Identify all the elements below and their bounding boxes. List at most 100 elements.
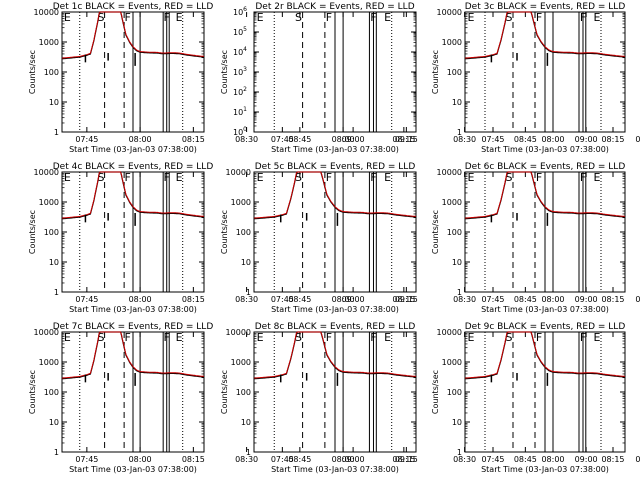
marker-label: F: [580, 11, 586, 24]
y-tick-label: 104: [233, 46, 247, 57]
x-tick-label: 07:45: [481, 455, 504, 464]
y-tick-label: 100: [236, 228, 251, 237]
x-tick-label: 08:30: [453, 455, 476, 464]
x-tick-label: 08:00: [332, 295, 355, 304]
y-tick-label: 1: [246, 288, 251, 297]
marker-label: F: [370, 171, 376, 184]
x-axis-label: Start Time (03-Jan-03 07:38:00): [481, 305, 609, 314]
x-tick-label: 07:45: [75, 455, 98, 464]
marker-label: F: [125, 11, 131, 24]
x-tick-label: 08:00: [541, 295, 564, 304]
y-tick-label: 10000: [34, 328, 59, 337]
y-tick-label: 100: [233, 126, 247, 137]
panel-title: Det 3c BLACK = Events, RED = LLD: [465, 2, 626, 12]
x-tick-label: 08:15: [601, 455, 624, 464]
x-tick-label: 07:45: [75, 295, 98, 304]
y-tick-label: 1000: [231, 198, 251, 207]
x-tick-label: 08:45: [514, 295, 537, 304]
x-tick-label: 09:15: [395, 295, 418, 304]
x-tick-label: 08:45: [288, 135, 311, 144]
x-tick-label: 07:45: [75, 135, 98, 144]
x-tick-label: 09:00: [575, 295, 598, 304]
y-tick-label: 1000: [39, 38, 59, 47]
x-tick-label: 08:00: [332, 135, 355, 144]
x-axis-label: Start Time (03-Jan-03 07:38:00): [271, 465, 399, 474]
marker-label: E: [257, 11, 264, 24]
y-axis-label: Counts/sec: [431, 50, 440, 94]
x-tick-label: 09:15: [635, 135, 640, 144]
x-tick-label: 08:30: [235, 295, 258, 304]
y-tick-label: 10000: [226, 168, 251, 177]
x-tick-label: 08:15: [601, 135, 624, 144]
detector-panel-7: Det 7c BLACK = Events, RED = LLD11010010…: [28, 322, 418, 474]
marker-label: S: [506, 171, 513, 184]
marker-label: E: [176, 11, 183, 24]
y-tick-label: 10000: [437, 168, 462, 177]
marker-label: F: [164, 11, 170, 24]
y-tick-label: 1000: [442, 198, 462, 207]
y-tick-label: 10: [241, 258, 251, 267]
y-tick-label: 100: [44, 388, 59, 397]
marker-label: F: [125, 171, 131, 184]
x-tick-label: 07:45: [271, 295, 294, 304]
x-tick-label: 09:15: [635, 455, 640, 464]
marker-label: E: [64, 331, 71, 344]
y-tick-label: 10: [49, 98, 59, 107]
marker-label: E: [176, 171, 183, 184]
y-axis-label: Counts/sec: [220, 370, 229, 414]
x-tick-label: 08:15: [392, 295, 415, 304]
marker-label: E: [468, 11, 475, 24]
y-tick-label: 10: [452, 418, 462, 427]
marker-label: F: [164, 171, 170, 184]
y-tick-label: 100: [44, 228, 59, 237]
x-tick-label: 07:45: [271, 135, 294, 144]
panel-title: Det 2r BLACK = Events, RED = LLD: [255, 2, 414, 12]
x-tick-label: 08:00: [129, 295, 152, 304]
x-tick-label: 07:45: [481, 135, 504, 144]
y-tick-label: 10000: [437, 328, 462, 337]
x-tick-label: 07:45: [271, 455, 294, 464]
x-axis-label: Start Time (03-Jan-03 07:38:00): [271, 145, 399, 154]
marker-label: F: [164, 331, 170, 344]
detector-panel-8: Det 8c BLACK = Events, RED = LLD11010010…: [220, 322, 640, 474]
y-tick-label: 101: [233, 106, 247, 117]
marker-label: S: [506, 331, 513, 344]
y-axis-label: Counts/sec: [431, 370, 440, 414]
marker-label: S: [506, 11, 513, 24]
y-tick-label: 1000: [39, 198, 59, 207]
y-tick-label: 105: [233, 26, 247, 37]
x-tick-label: 08:30: [453, 295, 476, 304]
detector-panel-4: Det 4c BLACK = Events, RED = LLD11010010…: [28, 162, 418, 314]
x-tick-label: 09:15: [395, 135, 418, 144]
x-tick-label: 09:00: [575, 455, 598, 464]
y-tick-label: 1: [246, 448, 251, 457]
x-axis-label: Start Time (03-Jan-03 07:38:00): [69, 465, 197, 474]
marker-label: E: [64, 11, 71, 24]
x-tick-label: 09:15: [635, 295, 640, 304]
panel-title: Det 9c BLACK = Events, RED = LLD: [465, 322, 626, 332]
y-tick-label: 10000: [34, 8, 59, 17]
marker-label: S: [98, 331, 105, 344]
marker-label: E: [468, 331, 475, 344]
y-tick-label: 10000: [226, 328, 251, 337]
marker-label: E: [468, 171, 475, 184]
marker-label: E: [594, 171, 601, 184]
detector-panel-5: Det 5c BLACK = Events, RED = LLD 1 10 100 10…: [220, 162, 640, 314]
x-tick-label: 08:00: [541, 455, 564, 464]
marker-label: S: [295, 11, 302, 24]
y-tick-label: 100: [447, 68, 462, 77]
y-tick-label: 10000: [34, 168, 59, 177]
y-tick-label: 10: [241, 418, 251, 427]
marker-label: S: [98, 11, 105, 24]
y-axis-label: Counts/sec: [220, 50, 229, 94]
marker-label: F: [536, 11, 542, 24]
panel-title: Det 5c BLACK = Events, RED = LLD: [255, 162, 416, 172]
x-tick-label: 09:00: [342, 135, 365, 144]
marker-label: E: [257, 331, 264, 344]
x-tick-label: 08:00: [129, 135, 152, 144]
marker-label: E: [594, 11, 601, 24]
x-tick-label: 08:15: [392, 455, 415, 464]
panel-title: Det 6c BLACK = Events, RED = LLD: [465, 162, 626, 172]
x-axis-label: Start Time (03-Jan-03 07:38:00): [481, 465, 609, 474]
detector-panel-3: Det 3c BLACK = Events, RED = LLD 1 10 100 10…: [431, 2, 626, 154]
